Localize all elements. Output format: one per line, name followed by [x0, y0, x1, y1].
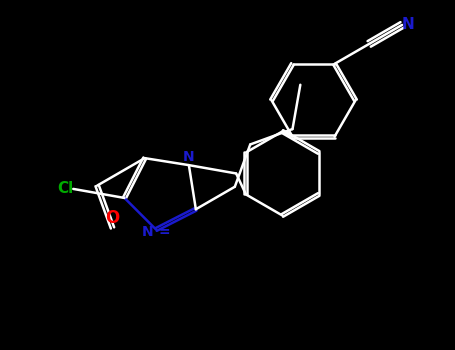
Text: Cl: Cl [57, 181, 73, 196]
Text: N: N [183, 150, 195, 164]
Text: N: N [142, 225, 154, 239]
Text: =: = [158, 225, 170, 239]
Text: N: N [402, 18, 415, 33]
Text: O: O [106, 209, 120, 227]
